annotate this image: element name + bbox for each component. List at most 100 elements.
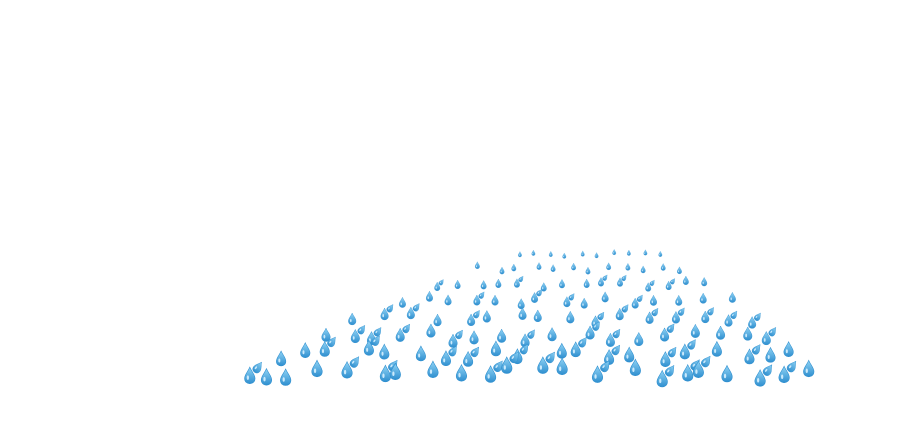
water-droplet-icon xyxy=(643,249,648,256)
water-droplet-icon xyxy=(533,309,542,323)
water-droplet-icon xyxy=(491,294,499,306)
water-droplet-icon xyxy=(743,326,753,341)
water-droplet-icon xyxy=(499,266,505,275)
water-droplet-icon xyxy=(348,354,363,370)
water-droplet-icon xyxy=(665,321,677,335)
water-droplet-icon xyxy=(676,306,687,317)
water-droplet-icon xyxy=(469,344,482,359)
water-droplet-icon xyxy=(624,346,635,363)
water-droplet-icon xyxy=(517,274,525,283)
water-droplet-icon xyxy=(398,297,406,308)
water-droplet-icon xyxy=(690,323,700,338)
water-droplet-icon xyxy=(455,364,468,382)
droplets-layer xyxy=(244,249,815,388)
water-droplet-icon xyxy=(518,251,522,258)
water-droplet-icon xyxy=(580,250,585,257)
water-droplet-icon xyxy=(526,327,538,340)
water-droplet-icon xyxy=(482,310,491,323)
water-droplet-icon xyxy=(785,358,800,374)
water-droplet-icon xyxy=(385,302,396,314)
water-droplet-icon xyxy=(620,273,629,282)
water-droplet-icon xyxy=(437,278,446,287)
water-droplet-icon xyxy=(490,340,502,357)
water-droplet-icon xyxy=(559,279,565,289)
water-droplet-icon xyxy=(517,298,525,310)
water-droplet-icon xyxy=(620,302,631,314)
water-droplet-icon xyxy=(580,297,588,309)
water-droplet-icon xyxy=(706,305,717,317)
water-droplet-icon xyxy=(562,252,567,259)
water-droplet-icon xyxy=(544,349,559,365)
water-droplet-icon xyxy=(571,262,577,271)
water-droplet-icon xyxy=(411,301,422,313)
water-droplet-icon xyxy=(453,328,466,341)
water-droplet-icon xyxy=(596,310,607,322)
water-droplet-icon xyxy=(601,291,609,303)
water-droplet-icon xyxy=(627,249,631,256)
water-droplet-icon xyxy=(716,325,726,340)
water-droplet-icon xyxy=(260,368,273,386)
water-droplet-icon xyxy=(612,249,617,255)
water-droplet-icon xyxy=(536,262,542,270)
water-droplet-icon xyxy=(556,357,568,376)
water-droplet-icon xyxy=(495,278,502,288)
water-droplet-icon xyxy=(685,337,699,352)
water-droplet-icon xyxy=(767,325,779,338)
water-droplet-icon xyxy=(426,323,436,338)
water-droplet-icon xyxy=(444,294,452,306)
water-droplet-icon xyxy=(379,343,390,360)
water-droplet-icon xyxy=(511,263,517,272)
water-droplet-icon xyxy=(550,264,556,272)
water-droplet-icon xyxy=(566,311,575,324)
water-droplet-icon xyxy=(415,345,426,362)
water-droplet-icon xyxy=(548,251,553,257)
water-droplet-icon xyxy=(634,332,644,347)
water-droplet-icon xyxy=(635,293,645,303)
water-droplet-icon xyxy=(547,327,557,342)
water-droplet-icon xyxy=(761,362,776,378)
water-droplet-icon xyxy=(583,278,590,288)
water-droplet-icon xyxy=(433,313,442,327)
water-droplet-icon xyxy=(356,323,368,336)
water-droplet-icon xyxy=(666,344,680,359)
water-droplet-icon xyxy=(250,359,266,375)
water-droplet-icon xyxy=(682,275,689,285)
water-droplet-icon xyxy=(531,249,536,256)
water-droplet-icon xyxy=(469,330,479,345)
water-droplet-icon xyxy=(677,266,682,275)
water-droplet-icon xyxy=(276,350,287,367)
water-droplet-icon xyxy=(669,277,677,286)
water-droplet-icon xyxy=(606,262,612,271)
water-droplet-icon xyxy=(611,327,623,340)
water-droplet-icon xyxy=(594,252,599,259)
water-droplet-icon xyxy=(721,365,733,383)
water-droplet-icon xyxy=(658,251,663,257)
water-droplet-icon xyxy=(372,325,384,338)
water-droplet-icon xyxy=(497,328,507,343)
water-droplet-icon xyxy=(601,273,610,282)
water-droplet-icon xyxy=(471,308,483,320)
water-droplet-icon xyxy=(765,347,776,363)
water-droplet-icon xyxy=(480,280,487,290)
water-droplet-icon xyxy=(640,265,646,274)
water-droplet-icon xyxy=(650,295,657,306)
water-droplet-icon xyxy=(750,342,764,356)
water-droplet-icon xyxy=(425,291,433,302)
water-droplet-icon xyxy=(648,278,657,287)
water-droplet-icon xyxy=(585,266,591,275)
water-droplet-icon xyxy=(518,307,527,320)
water-droplet-icon xyxy=(567,291,577,302)
water-droplet-icon xyxy=(650,306,661,318)
water-droplet-icon xyxy=(711,341,722,357)
water-droplet-icon xyxy=(699,292,707,304)
water-droplet-icon xyxy=(474,261,480,269)
water-droplet-icon xyxy=(752,311,764,323)
water-droplet-icon xyxy=(401,322,413,335)
water-droplet-icon xyxy=(803,359,815,378)
water-droplet-icon xyxy=(427,360,439,379)
water-droplet-icon xyxy=(660,263,666,271)
water-droplet-icon xyxy=(783,341,794,358)
water-droplet-icon xyxy=(675,295,683,306)
